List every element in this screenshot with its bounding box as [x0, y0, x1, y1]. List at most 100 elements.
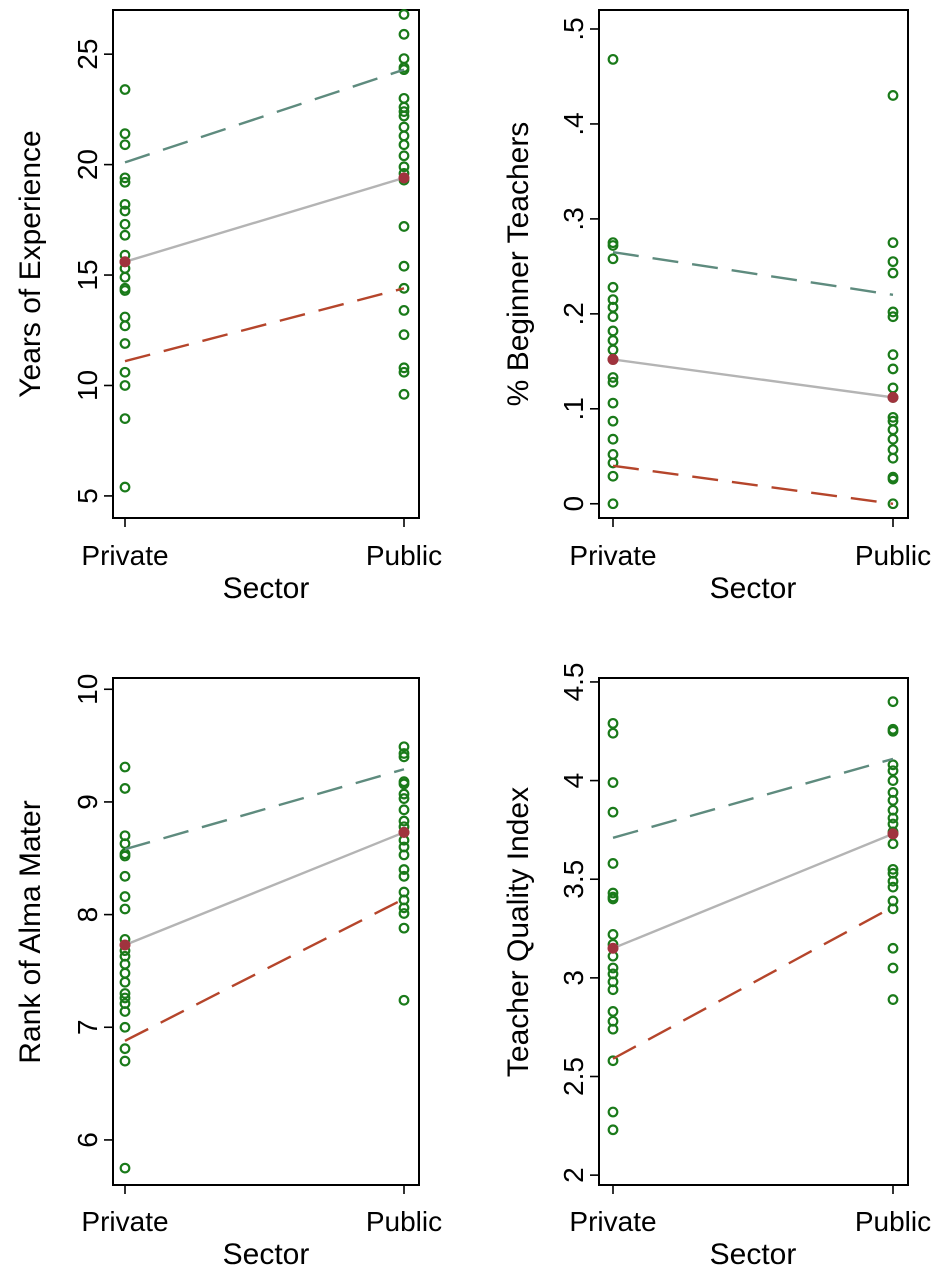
data-point: [398, 366, 410, 378]
x-tick-public: Public: [366, 540, 442, 571]
lower-bound-line: [124, 897, 405, 1042]
data-point: [607, 335, 619, 346]
data-point: [887, 90, 899, 101]
data-point: [887, 942, 899, 954]
data-point: [398, 388, 410, 400]
data-point: [398, 994, 410, 1006]
data-point: [398, 902, 410, 914]
data-point: [607, 1005, 619, 1017]
data-point: [119, 903, 131, 915]
y-axis-label: Rank of Alma Mater: [14, 800, 47, 1063]
panel-teacher-quality: 2 2.5 3 3.5 4 4.5 Teacher Quality Index Priva…: [502, 662, 931, 1271]
data-point: [887, 838, 899, 850]
y-tick-label: 7: [72, 1019, 103, 1035]
data-point: [607, 717, 619, 729]
y-tick-label: 4.5: [558, 662, 589, 701]
plot-frame: [112, 9, 420, 519]
data-point: [887, 759, 899, 771]
mean-marker: [887, 828, 899, 840]
upper-bound-line: [612, 757, 894, 839]
y-axis: 0 .1 .2 .3 .4 .5: [558, 17, 894, 527]
data-point: [887, 962, 899, 974]
data-point: [887, 424, 899, 436]
data-point: [119, 198, 131, 210]
data-point: [607, 893, 619, 905]
data-point: [607, 344, 619, 356]
data-point: [607, 240, 619, 251]
data-point: [398, 751, 410, 763]
data-point: [607, 253, 619, 265]
data-point: [607, 887, 619, 899]
data-point: [887, 875, 899, 887]
data-point: [119, 380, 131, 391]
data-point: [119, 870, 131, 882]
data-point: [119, 967, 131, 979]
data-point: [607, 325, 619, 337]
mean-line: [612, 358, 894, 399]
data-point: [398, 815, 410, 827]
data-point: [398, 922, 410, 934]
y-tick-label: 3.5: [558, 860, 589, 899]
y-axis: 5 10 15 20 25: [72, 39, 405, 527]
y-tick-label: 6: [72, 1132, 103, 1148]
plot-frame: [112, 677, 420, 1186]
data-point: [119, 84, 131, 95]
x-tick-public: Public: [855, 1206, 931, 1237]
data-point: [887, 237, 899, 249]
y-tick-label: 4: [558, 773, 589, 789]
data-point: [398, 864, 410, 875]
x-axis-label: Sector: [710, 572, 797, 605]
data-point: [887, 349, 899, 361]
data-point: [119, 1043, 131, 1055]
y-tick-label: 8: [72, 907, 103, 923]
data-point: [398, 9, 410, 20]
data-point: [607, 1124, 619, 1136]
y-tick-label: .2: [558, 302, 589, 325]
data-point: [887, 382, 899, 394]
mean-marker: [607, 353, 619, 365]
data-point: [887, 267, 899, 279]
y-tick-label: 9: [72, 794, 103, 810]
data-point: [607, 448, 619, 460]
y-tick-label: 3: [558, 970, 589, 986]
y-axis-label: Teacher Quality Index: [502, 787, 535, 1077]
data-point: [607, 777, 619, 788]
data-point: [119, 481, 131, 493]
data-point: [119, 1055, 131, 1067]
data-point: [398, 778, 410, 790]
data-point: [607, 929, 619, 940]
data-point: [398, 741, 410, 753]
data-point: [398, 221, 410, 232]
data-point: [887, 812, 899, 824]
data-point: [119, 139, 131, 151]
data-point: [887, 452, 899, 464]
data-point: [887, 775, 899, 786]
data-point: [398, 748, 410, 759]
data-point: [119, 891, 131, 902]
x-tick-private: Private: [81, 540, 168, 571]
data-point: [398, 304, 410, 316]
data-point: [887, 696, 899, 708]
data-point: [119, 850, 131, 862]
data-point: [398, 870, 410, 882]
x-tick-private: Private: [569, 1206, 656, 1237]
mean-marker: [398, 172, 410, 184]
data-point: [398, 150, 410, 162]
y-tick-label: 5: [72, 488, 103, 504]
panel-beginner-teachers: 0.1.2.3.4.5 % Beginner Teachers Private …: [502, 9, 931, 605]
data-point: [119, 338, 131, 349]
data-point: [398, 788, 410, 800]
x-axis-label: Sector: [223, 1238, 310, 1271]
data-point: [887, 444, 899, 456]
data-point: [607, 1023, 619, 1035]
data-point: [119, 176, 131, 188]
data-point: [607, 311, 619, 323]
panel-alma-mater: 6 7 8 9 10 Rank of Alma Mater Private Public…: [14, 674, 442, 1271]
data-point: [119, 413, 131, 425]
data-point: [119, 205, 131, 217]
data-point: [887, 881, 899, 893]
data-point: [607, 53, 619, 65]
data-point: [119, 229, 131, 241]
data-point: [887, 306, 899, 318]
lower-bound-line: [612, 905, 894, 1060]
